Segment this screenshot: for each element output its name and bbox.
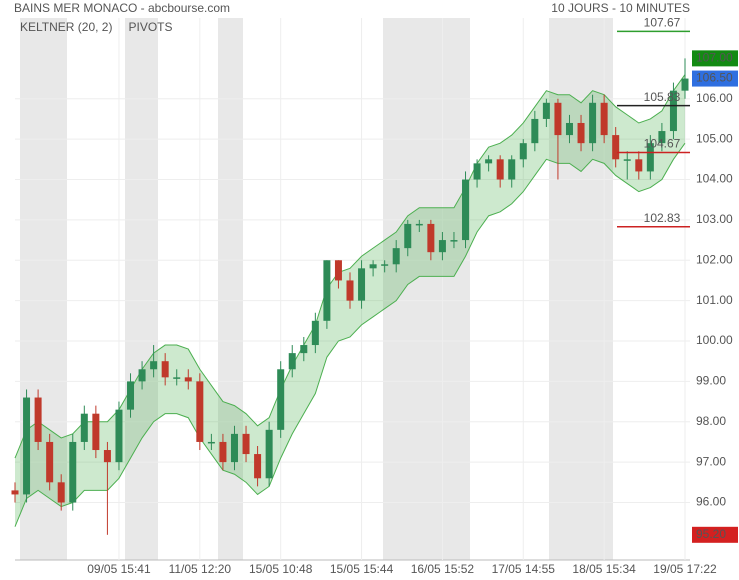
y-tick-label: 104.00 [696,172,733,186]
candle-body [646,143,654,172]
candle-body [392,248,400,265]
candle-body [565,122,573,136]
candle-body [150,361,158,370]
price-tag [692,526,738,543]
x-tick-label: 15/05 15:44 [330,562,394,576]
candle-body [207,441,215,444]
candle-body [34,397,42,442]
candle-body [23,397,31,495]
y-tick-label: 98.00 [696,414,726,428]
candle-body [103,450,111,463]
candle-body [473,163,481,180]
candle-body [138,369,146,382]
candle-body [438,240,446,253]
candle-body [381,264,389,266]
candle-body [519,143,527,160]
day-band [218,18,243,560]
y-tick-label: 100.00 [696,333,733,347]
candle-body [346,280,354,301]
session-shading [20,18,613,560]
pivot-label: 102.83 [644,211,681,225]
x-tick-label: 11/05 12:20 [169,562,232,576]
candle-body [496,159,504,180]
y-tick-label: 99.00 [696,374,726,388]
candle-body [589,102,597,144]
candle-body [115,409,123,463]
candle-body [508,159,516,180]
candle-body [46,441,54,483]
candle-body [635,159,643,172]
candle-body [404,223,412,249]
candle-body [681,78,689,91]
candle-body [415,223,423,226]
candle-body [92,413,100,451]
chart-subtitle: 10 JOURS - 10 MINUTES [551,1,690,15]
candle-body [69,441,77,503]
candle-body [57,482,65,503]
y-tick-label: 102.00 [696,252,733,266]
x-tick-label: 16/05 15:52 [411,562,475,576]
candle-body [334,260,342,281]
candle-body [265,429,273,479]
candle-body [80,413,88,442]
keltner-lower [14,142,686,527]
pivot-label: 104.67 [644,137,681,151]
candle-body [669,90,677,132]
y-tick-label: 103.00 [696,212,733,226]
candle-body [554,102,562,136]
candle-body [277,369,285,430]
candle-body [577,122,585,144]
candle-body [242,433,250,455]
x-tick-label: 15/05 10:48 [249,562,313,576]
candle-body [623,159,631,161]
pivot-label: 105.83 [644,90,681,104]
candle-body [612,135,620,160]
candle-body [288,353,296,370]
y-tick-label: 96.00 [696,495,726,509]
candle-body [127,381,135,410]
candle-body [531,118,539,144]
y-tick-label: 105.00 [696,131,733,145]
candle-body [600,102,608,136]
keltner-upper [14,74,686,459]
y-tick-label: 106.00 [696,91,733,105]
day-band [383,18,470,560]
x-tick-label: 18/05 15:34 [572,562,636,576]
y-tick-label: 97.00 [696,454,726,468]
candle-body [11,490,19,495]
candle-body [230,433,238,463]
candle-body [300,345,308,354]
chart-title: BAINS MER MONACO - abcbourse.com [14,1,230,15]
price-tag-label: 107.00 [696,51,733,65]
pivot-label: 107.67 [644,15,681,29]
candle-body [173,377,181,379]
price-tag [692,50,738,67]
price-tag-label: 106.50 [696,71,733,85]
candle-body [311,320,319,346]
candle-body [462,179,470,241]
candle-body [196,381,204,442]
candle-body [323,260,331,321]
candle-body [184,377,192,382]
candle-body [542,102,550,119]
price-tag [692,70,738,87]
candle-body [358,268,366,301]
day-band [125,18,158,560]
x-tick-label: 09/05 15:41 [87,562,151,576]
price-tag-label: 95.20 [696,527,726,541]
candle-body [254,454,262,479]
candle-body [369,264,377,269]
candle-body [485,159,493,164]
candle-body [161,361,169,378]
legend-entry: PIVOTS [128,20,172,34]
candle-body [450,240,458,242]
candle-body [219,441,227,463]
candle-body [658,131,666,144]
y-tick-label: 101.00 [696,293,733,307]
x-tick-label: 19/05 17:22 [653,562,717,576]
x-tick-label: 17/05 14:55 [492,562,556,576]
legend-entry: KELTNER (20, 2) [20,20,112,34]
candle-body [427,223,435,253]
